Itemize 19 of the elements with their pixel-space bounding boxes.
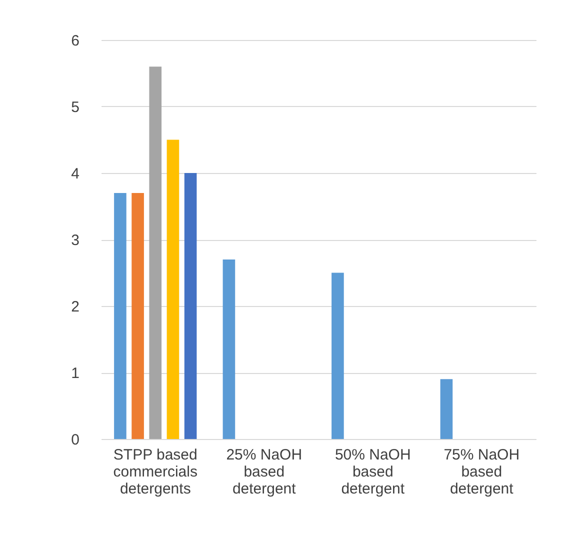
y-tick-label: 1 [71,365,80,382]
bar [332,272,344,439]
x-tick-label: 50% NaOH based detergent [334,446,411,498]
x-tick-label: STPP based commercials detergents [113,446,198,498]
bar [440,379,453,439]
bar [184,173,197,439]
bar [114,192,126,439]
y-tick-label: 2 [71,298,80,316]
y-tick-label: 4 [71,166,80,182]
y-tick-label: 6 [71,32,80,50]
bar [166,140,180,439]
y-tick-label: 3 [71,232,80,249]
bar [132,192,144,439]
bar [222,259,236,439]
y-tick-label: 5 [71,99,80,116]
x-tick-label: 75% NaOH based detergent [444,446,520,498]
y-tick-label: 0 [71,432,80,448]
x-tick-label: 25% NaOH based detergent [226,446,302,498]
bar [149,66,162,439]
